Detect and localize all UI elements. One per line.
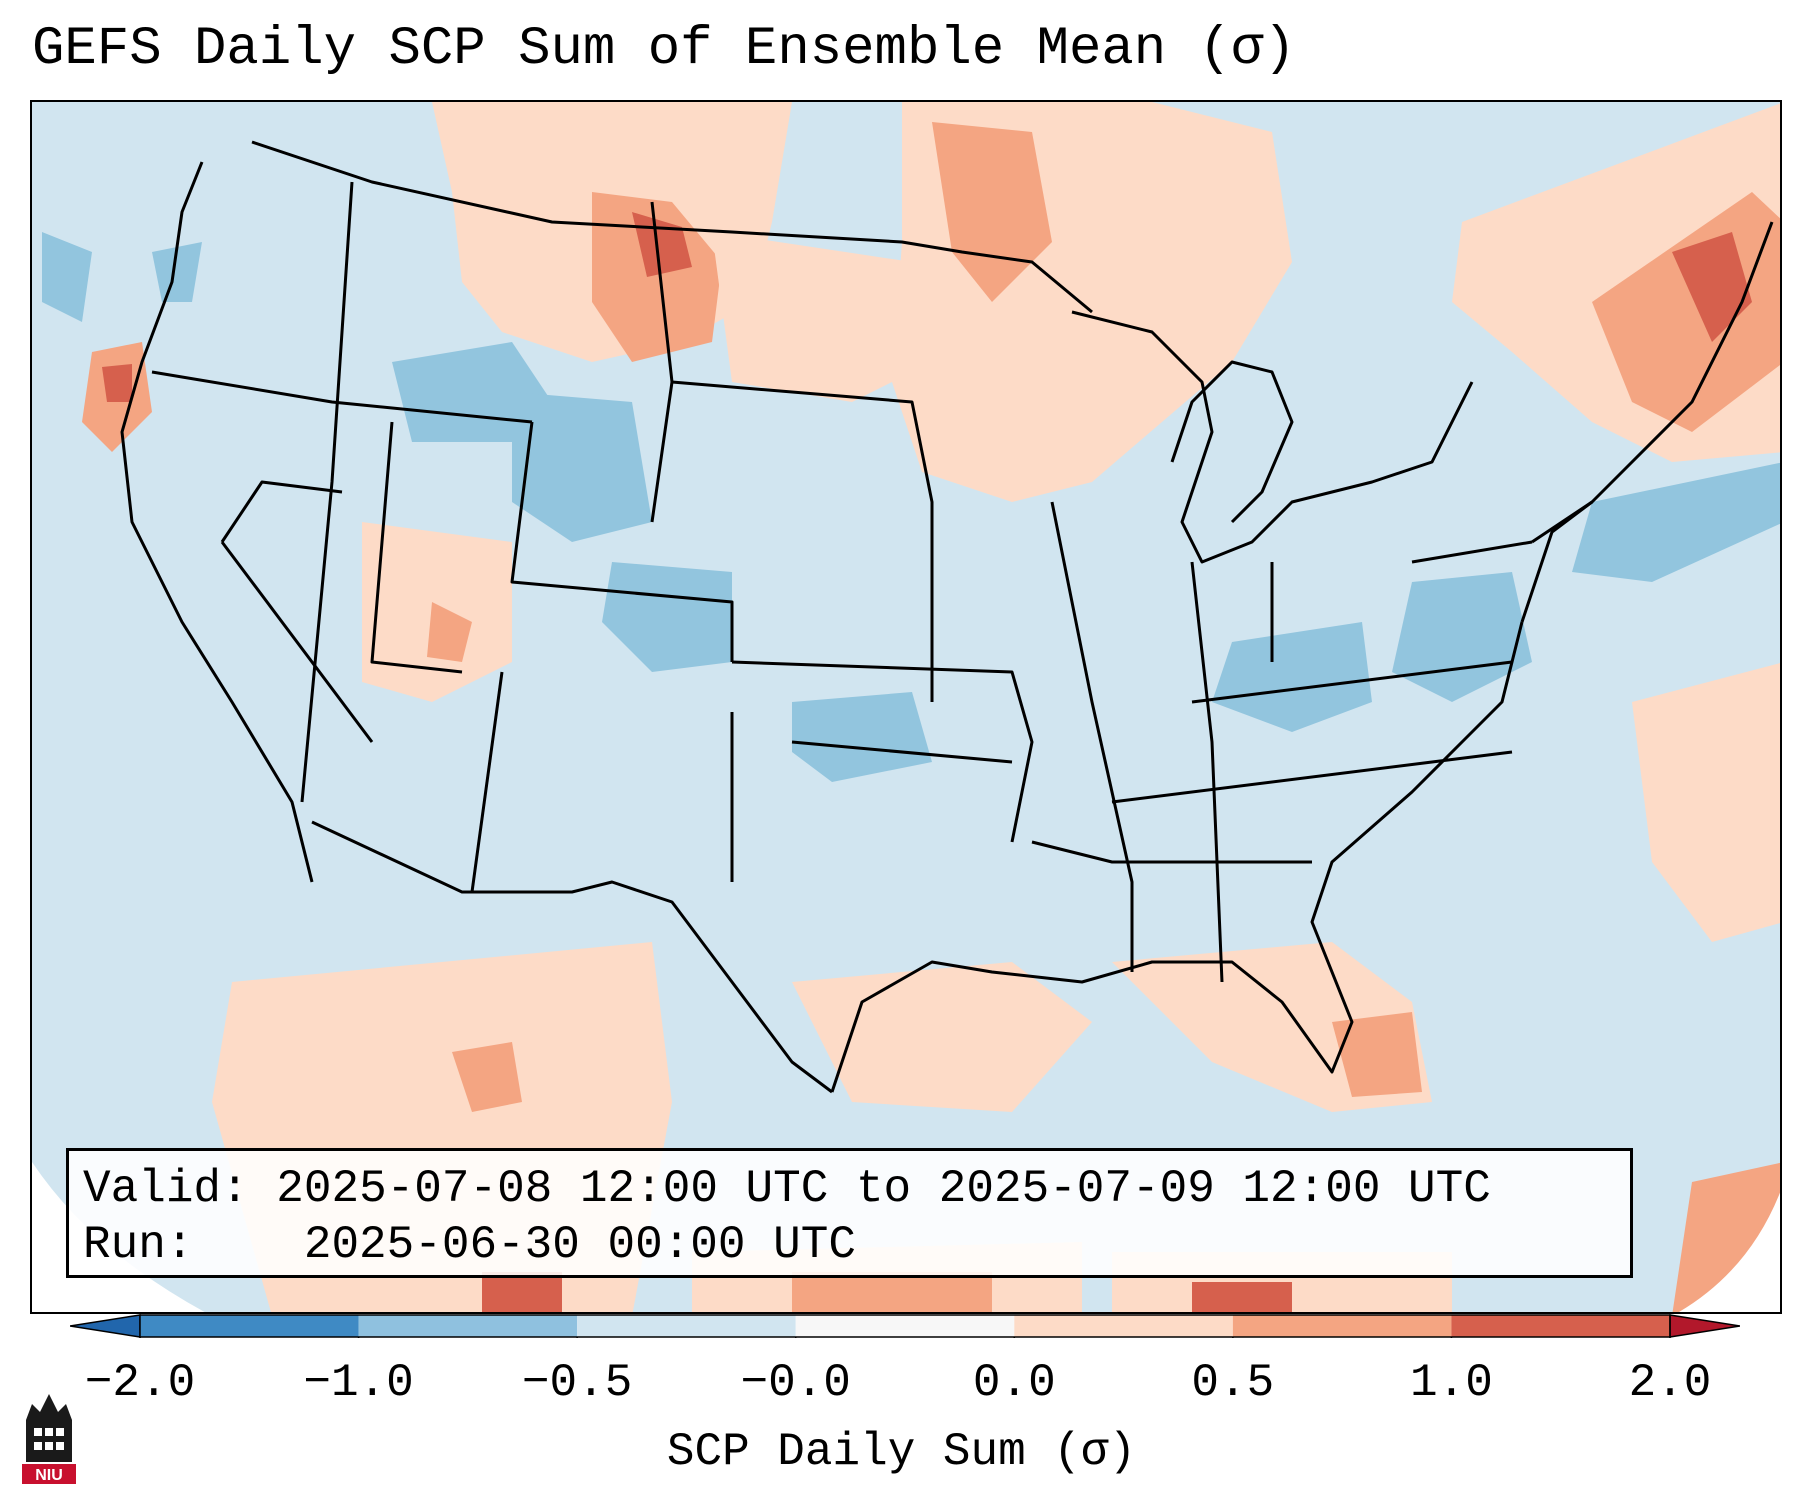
colorbar-bin bbox=[140, 1315, 359, 1337]
logo-window bbox=[56, 1428, 64, 1436]
map-canvas bbox=[32, 102, 1780, 1312]
state-line-tennessee-north bbox=[1111, 750, 1513, 804]
colorbar-outline bbox=[139, 1314, 1671, 1338]
logo-window bbox=[34, 1442, 42, 1450]
positive-region-mexico-core bbox=[452, 1042, 522, 1112]
state-line-kentucky-virginia bbox=[1191, 660, 1513, 704]
logo-tower bbox=[26, 1420, 72, 1462]
state-line-dakota-nebraska bbox=[671, 380, 934, 702]
colorbar-tick-label: 2.0 bbox=[1628, 1357, 1712, 1409]
colorbar-bin bbox=[795, 1315, 1015, 1337]
border-great-lakes bbox=[1071, 310, 1474, 564]
negative-region-kentucky bbox=[1212, 622, 1372, 732]
negative-region-colorado bbox=[602, 562, 732, 672]
state-line-nevada bbox=[220, 480, 343, 543]
validity-info-box: Valid: 2025-07-08 12:00 UTC to 2025-07-0… bbox=[66, 1148, 1633, 1278]
state-line-oklahoma bbox=[791, 740, 1013, 764]
border-michigan bbox=[1170, 360, 1294, 524]
positive-region-dakota bbox=[712, 232, 932, 402]
colorbar-tick-label: −1.0 bbox=[303, 1357, 414, 1409]
negative-region-oklahoma bbox=[792, 692, 932, 782]
map-panel bbox=[30, 100, 1782, 1314]
positive-region-florida-core bbox=[1332, 1012, 1422, 1097]
logo-window bbox=[45, 1428, 53, 1436]
border-canada-us bbox=[251, 140, 1093, 314]
state-line-oregon-north bbox=[151, 370, 533, 424]
border-northeast-coast bbox=[1520, 221, 1774, 623]
state-line-california-nevada bbox=[220, 541, 374, 743]
map-borders bbox=[120, 140, 1774, 1094]
state-line-kansas-missouri bbox=[731, 660, 1034, 843]
logo-text: NIU bbox=[35, 1467, 63, 1484]
colorbar-extend-low bbox=[70, 1314, 141, 1338]
negative-region-wyoming bbox=[512, 392, 652, 542]
colorbar-tick-label: −0.5 bbox=[521, 1357, 633, 1409]
run-value: 2025-06-30 00:00 UTC bbox=[303, 1219, 856, 1271]
border-mexico bbox=[311, 820, 833, 1094]
state-line-idaho-west bbox=[300, 181, 354, 803]
positive-region-northeast-peak bbox=[1672, 232, 1752, 342]
colorbar-bin bbox=[1232, 1315, 1452, 1337]
colorbar-tick-label: 1.0 bbox=[1410, 1357, 1493, 1409]
positive-region-utah-core bbox=[427, 602, 472, 662]
logo-window bbox=[34, 1428, 42, 1436]
logo-window bbox=[45, 1442, 53, 1450]
colorbar-bin bbox=[1451, 1315, 1670, 1337]
negative-region-virginia bbox=[1392, 572, 1532, 702]
niu-logo: NIU bbox=[22, 1394, 76, 1484]
positive-region-pacific-south-peak bbox=[482, 1272, 562, 1312]
positive-region-oregon-peak bbox=[102, 364, 132, 402]
valid-label: Valid: bbox=[83, 1163, 249, 1215]
colorbar-tick-label: −0.0 bbox=[740, 1357, 851, 1409]
state-line-wyoming-colorado bbox=[510, 421, 734, 662]
positive-region-canada-core bbox=[932, 122, 1052, 302]
negative-region-washington bbox=[152, 242, 202, 302]
colorbar-tick-labels: −2.0 −1.0 −0.5 −0.0 0.0 0.5 1.0 2.0 bbox=[0, 1355, 1803, 1415]
valid-value: 2025-07-08 12:00 UTC to 2025-07-09 12:00… bbox=[276, 1163, 1491, 1215]
logo-window bbox=[56, 1442, 64, 1450]
colorbar-tick-label: −2.0 bbox=[84, 1357, 196, 1409]
logo-crown bbox=[26, 1394, 72, 1420]
negative-region-pacific-north bbox=[42, 232, 92, 322]
positive-region-caribbean-west-core bbox=[792, 1272, 992, 1312]
colorbar-tick-label: 0.5 bbox=[1191, 1357, 1275, 1409]
state-line-mississippi-river bbox=[1050, 501, 1134, 972]
state-line-southeast bbox=[1031, 840, 1312, 864]
valid-line: Valid: 2025-07-08 12:00 UTC to 2025-07-0… bbox=[83, 1161, 1616, 1217]
colorbar-tick-label: 0.0 bbox=[972, 1357, 1056, 1409]
colorbar bbox=[70, 1314, 1740, 1338]
negative-anomaly-regions bbox=[42, 232, 1780, 782]
colorbar-label: SCP Daily Sum (σ) bbox=[666, 1426, 1137, 1478]
run-label: Run: bbox=[83, 1219, 194, 1271]
colorbar-extend-high bbox=[1669, 1314, 1740, 1338]
colorbar-bin bbox=[577, 1315, 796, 1337]
border-gulf-coast bbox=[830, 621, 1524, 1093]
state-line-new-york bbox=[1531, 500, 1593, 544]
state-line-pennsylvania bbox=[1411, 540, 1533, 564]
run-line: Run: 2025-06-30 00:00 UTC bbox=[83, 1217, 1616, 1273]
logo-band bbox=[22, 1464, 76, 1484]
chart-title: GEFS Daily SCP Sum of Ensemble Mean (σ) bbox=[32, 19, 1296, 80]
negative-region-atlantic-north bbox=[1572, 462, 1780, 582]
positive-region-caribbean-peak bbox=[1192, 1282, 1292, 1312]
colorbar-bin bbox=[358, 1315, 578, 1337]
state-line-utah-west bbox=[370, 421, 463, 674]
positive-region-montana-core bbox=[592, 192, 722, 362]
colorbar-bin bbox=[1014, 1315, 1233, 1337]
off-domain-corner-right bbox=[1678, 1192, 1780, 1312]
state-line-alabama bbox=[1190, 561, 1224, 983]
state-line-arizona-new-mexico bbox=[470, 671, 504, 893]
positive-region-atlantic bbox=[1632, 663, 1780, 942]
border-west-coast bbox=[120, 161, 314, 883]
